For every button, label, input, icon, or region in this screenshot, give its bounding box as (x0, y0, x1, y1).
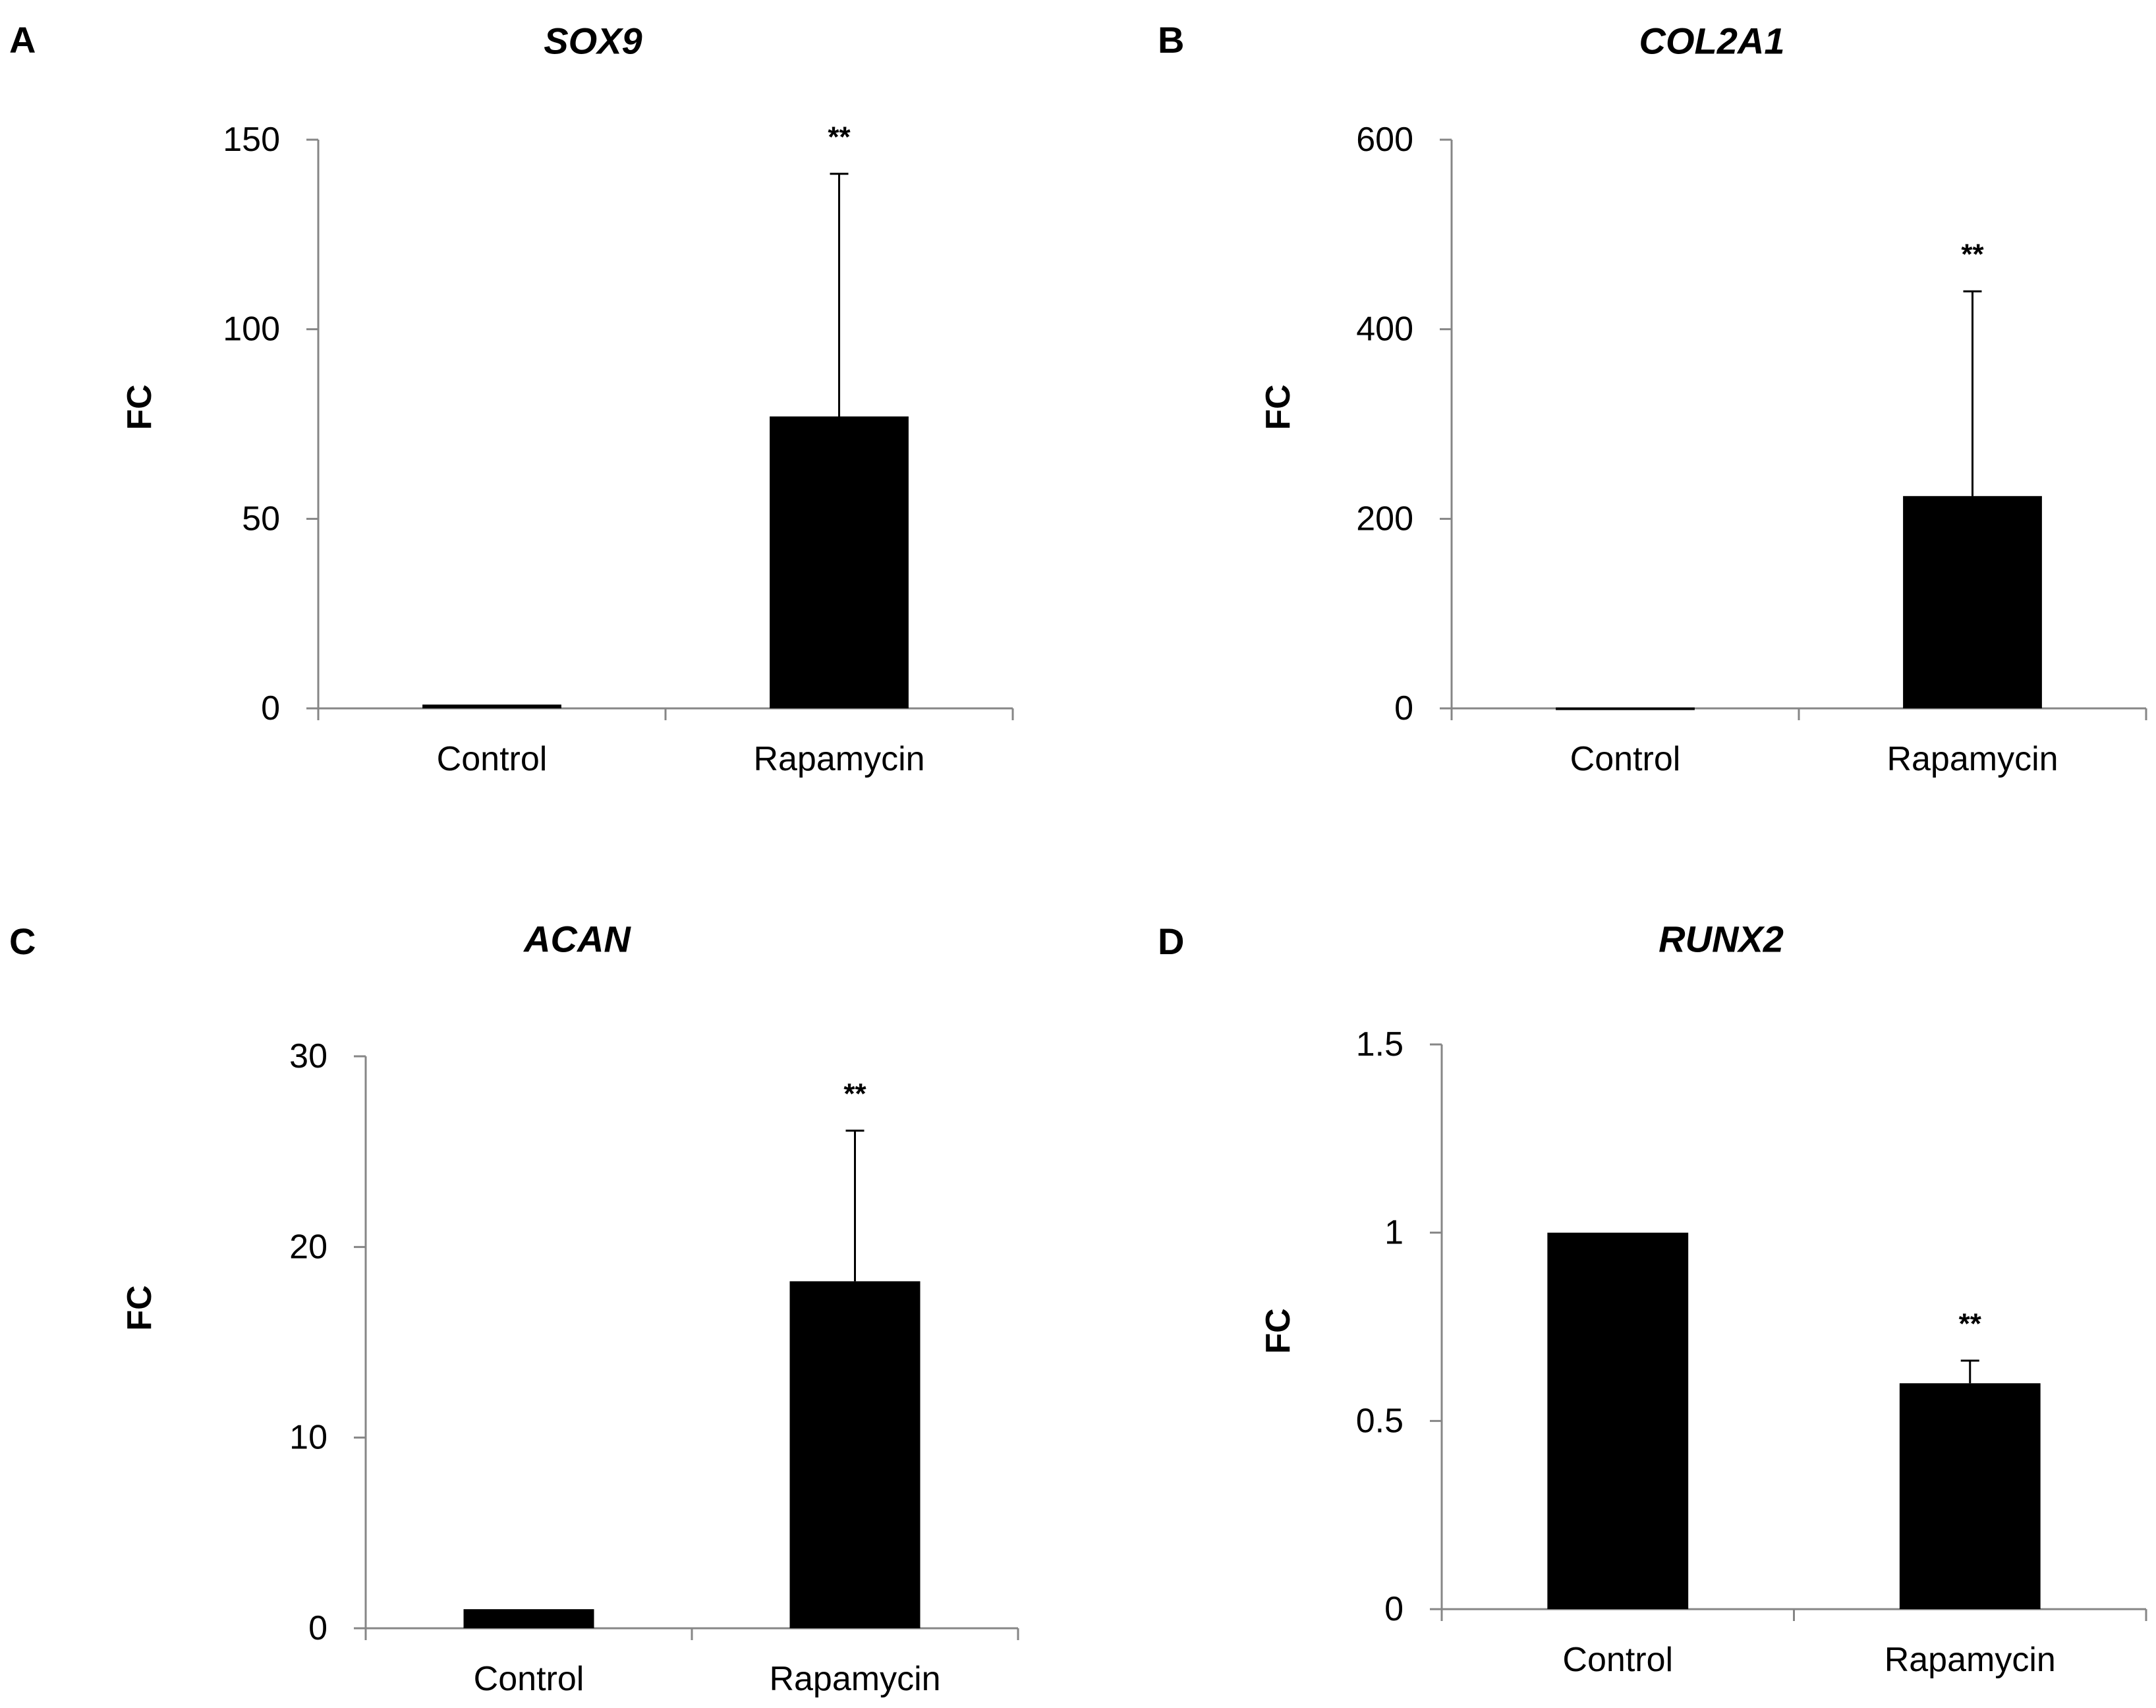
y-tick-label: 0 (1394, 689, 1413, 727)
y-tick-label: 0.5 (1356, 1402, 1404, 1440)
significance-marker: ** (843, 1077, 866, 1110)
category-label-control: Control (437, 740, 548, 778)
category-label-control: Control (1562, 1641, 1673, 1679)
category-label-control: Control (1570, 740, 1681, 778)
y-tick-label: 600 (1356, 121, 1413, 159)
panel-letter: C (9, 921, 36, 962)
y-tick-label: 0 (308, 1609, 327, 1647)
y-tick-label: 150 (223, 121, 280, 159)
category-label-rapamycin: Rapamycin (753, 740, 924, 778)
panel-letter: D (1158, 921, 1184, 962)
y-tick-label: 1.5 (1356, 1025, 1404, 1064)
bar-rapamycin (1903, 496, 2042, 708)
category-label-rapamycin: Rapamycin (1886, 740, 2058, 778)
chart-panel-c: C ACAN FC 0 10 20 30 Control ** Rapamycin (9, 919, 1019, 1698)
y-axis-label: FC (121, 1285, 159, 1330)
bar-control (422, 704, 561, 708)
category-label-rapamycin: Rapamycin (769, 1660, 940, 1698)
y-tick-label: 1 (1384, 1214, 1404, 1252)
chart-title: ACAN (523, 919, 631, 960)
y-tick-label: 0 (261, 689, 280, 727)
y-tick-label: 30 (289, 1037, 327, 1075)
bar-control (463, 1609, 594, 1628)
bar-rapamycin (1899, 1383, 2041, 1609)
panel-letter: B (1158, 19, 1184, 61)
y-axis-label: FC (1259, 1308, 1297, 1353)
chart-title: COL2A1 (1639, 20, 1785, 62)
y-tick-label: 100 (223, 310, 280, 349)
y-tick-label: 10 (289, 1419, 327, 1457)
chart-title: RUNX2 (1659, 919, 1784, 960)
significance-marker: ** (1959, 1307, 1982, 1340)
significance-marker: ** (828, 121, 851, 153)
y-tick-label: 200 (1356, 499, 1413, 538)
bar-rapamycin (789, 1281, 921, 1628)
y-axis-label: FC (1259, 384, 1297, 430)
y-tick-label: 0 (1384, 1590, 1404, 1628)
bar-rapamycin (770, 416, 909, 708)
category-label-control: Control (474, 1660, 584, 1698)
y-tick-label: 400 (1356, 310, 1413, 349)
chart-title: SOX9 (544, 20, 642, 62)
panel-letter: A (9, 19, 36, 61)
bar-control (1556, 707, 1695, 710)
y-tick-label: 50 (242, 499, 280, 538)
chart-panel-d: D RUNX2 FC 0 0.5 1 1.5 Control ** Rapamycin (1158, 919, 2147, 1679)
chart-panel-a: A SOX9 FC 0 50 100 150 Control ** Rapamycin (9, 19, 1014, 778)
bar-control (1547, 1232, 1689, 1609)
chart-panel-b: B COL2A1 FC 0 200 400 600 Control ** Rapamycin (1158, 19, 2147, 778)
y-tick-label: 20 (289, 1228, 327, 1266)
significance-marker: ** (1961, 239, 1984, 271)
category-label-rapamycin: Rapamycin (1885, 1641, 2056, 1679)
y-axis-label: FC (121, 384, 159, 430)
